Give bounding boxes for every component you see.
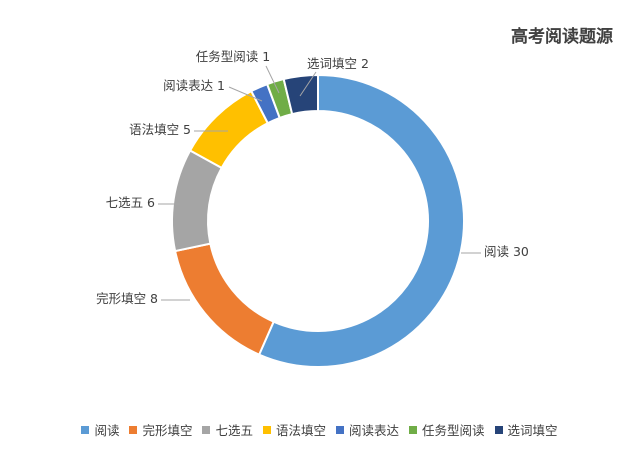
legend-label: 七选五 (215, 423, 253, 438)
chart-title: 高考阅读题源 (511, 27, 613, 47)
legend-label: 语法填空 (275, 423, 326, 438)
legend-swatch (81, 425, 90, 434)
legend-swatch (336, 425, 344, 434)
legend-item-3: 七选五 (202, 420, 253, 439)
legend-item-5: 阅读表达 (336, 420, 399, 439)
leader-line-7 (299, 71, 317, 97)
legend-item-7: 选词填空 (494, 420, 558, 439)
data-label-6: 任务型阅读 1 (196, 49, 270, 64)
legend-label: 阅读 (94, 423, 120, 438)
data-label-3: 七选五 6 (106, 195, 155, 210)
legend-swatch (202, 425, 211, 434)
data-label-4: 语法填空 5 (129, 122, 191, 137)
legend-swatch (262, 425, 271, 434)
legend-swatch (129, 425, 138, 434)
legend-item-6: 任务型阅读 (409, 420, 485, 439)
donut-slice-1 (257, 73, 465, 368)
donut-chart: 阅读 30 完形填空 8 七选五 6 语法填空 5 阅读表达 1 任务型阅读 1 选词填空 … (96, 49, 529, 368)
legend-swatch (494, 425, 503, 434)
data-label-1: 阅读 30 (484, 244, 529, 259)
leader-line-6 (265, 65, 280, 94)
data-label-2: 完形填空 8 (96, 291, 158, 306)
leader-line-5 (228, 86, 263, 102)
donut-slice-3 (171, 149, 224, 253)
legend-item-1: 阅读 (81, 420, 119, 439)
chart-legend: 阅读 完形填空 七选五 语法填空 阅读表达 任务型阅读 选词填空 (0, 420, 639, 439)
data-label-5: 阅读表达 1 (163, 78, 225, 93)
legend-swatch (409, 425, 418, 434)
legend-item-2: 完形填空 (129, 420, 192, 439)
legend-label: 选词填空 (507, 423, 558, 438)
data-label-7: 选词填空 2 (307, 56, 369, 71)
legend-item-4: 语法填空 (262, 420, 326, 439)
donut-slice-2 (173, 242, 275, 356)
legend-label: 阅读表达 (349, 423, 400, 438)
legend-label: 任务型阅读 (422, 423, 485, 438)
legend-label: 完形填空 (142, 423, 193, 438)
